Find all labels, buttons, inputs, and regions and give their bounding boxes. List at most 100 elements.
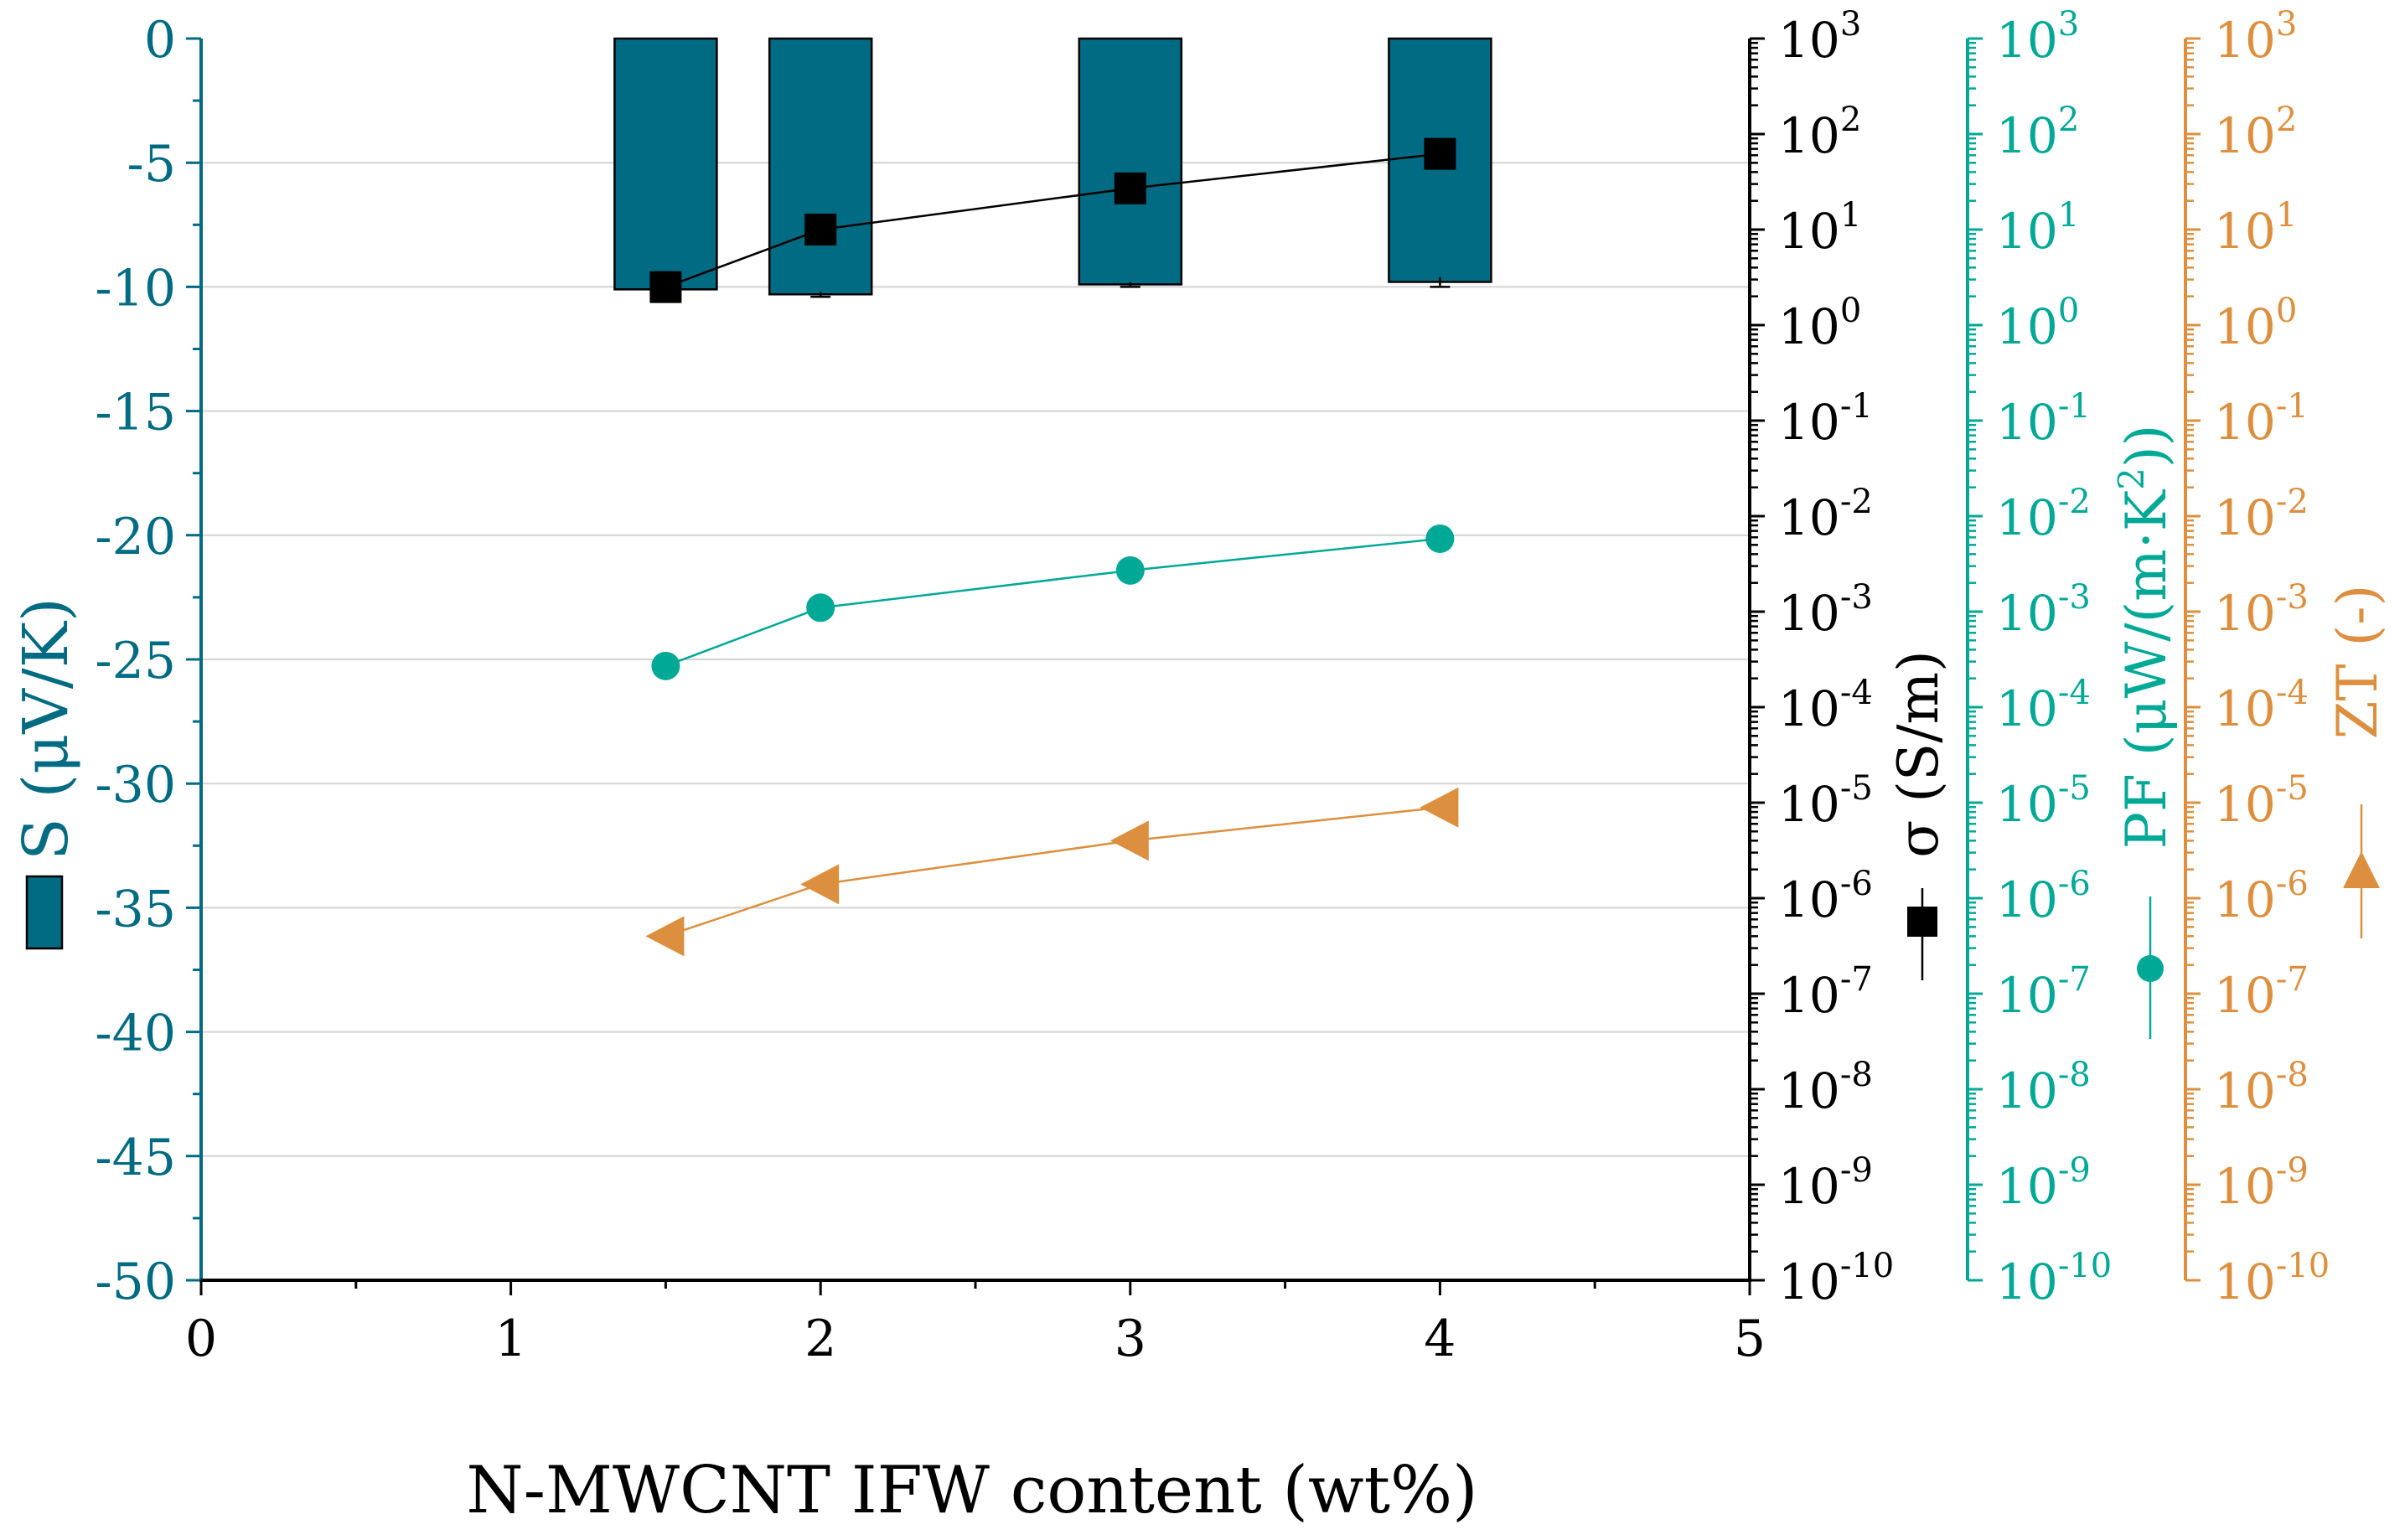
- log-tick-label-pf: 10-8: [1996, 1056, 2091, 1119]
- log-tick-base: 10: [2214, 1062, 2276, 1119]
- log-tick-exponent: -1: [2058, 387, 2091, 426]
- log-tick-label-pf: 103: [1996, 5, 2079, 69]
- log-tick-exponent: 0: [2276, 292, 2297, 330]
- log-tick-label-pf: 101: [1996, 196, 2079, 260]
- log-tick-base: 10: [1778, 107, 1840, 164]
- log-tick-exponent: -6: [1840, 865, 1873, 903]
- log-tick-label-sigma: 10-1: [1778, 387, 1873, 451]
- log-tick-exponent: -3: [1840, 578, 1873, 617]
- x-tick-label: 2: [804, 1310, 836, 1368]
- x-tick-label: 4: [1424, 1310, 1456, 1368]
- y-tick-label-s: -50: [95, 1253, 176, 1311]
- y-axis-s: 0 -5 -10 -15 -20 -25 -30 -35 -40 -45 -50: [95, 11, 201, 1311]
- gridlines: [201, 162, 1750, 1157]
- log-tick-base: 10: [1996, 489, 2058, 546]
- log-tick-exponent: 3: [2058, 5, 2079, 44]
- log-tick-label-pf: 10-10: [1996, 1247, 2112, 1310]
- log-tick-label-zt: 10-8: [2214, 1056, 2309, 1119]
- log-tick-exponent: -2: [1840, 483, 1873, 521]
- y-tick-label-s: -45: [95, 1129, 176, 1187]
- log-tick-exponent: 3: [1840, 5, 1861, 44]
- log-tick-label-sigma: 100: [1778, 292, 1861, 355]
- log-tick-exponent: -8: [2058, 1056, 2091, 1094]
- log-tick-exponent: 0: [2058, 292, 2079, 330]
- log-tick-base: 10: [2214, 298, 2276, 355]
- log-tick-label-zt: 101: [2214, 196, 2297, 260]
- log-tick-base: 10: [1996, 203, 2058, 260]
- log-axes: 10310210110010-110-210-310-410-510-610-7…: [1750, 5, 2330, 1310]
- log-tick-exponent: -10: [1840, 1247, 1894, 1285]
- log-tick-base: 10: [1778, 1158, 1840, 1215]
- y-tick-label-s: -35: [95, 880, 176, 938]
- log-tick-exponent: -6: [2058, 865, 2091, 903]
- log-tick-label-sigma: 10-8: [1778, 1056, 1873, 1119]
- log-tick-exponent: -8: [2276, 1056, 2309, 1094]
- log-tick-base: 10: [1996, 12, 2058, 69]
- log-tick-exponent: -10: [2058, 1247, 2112, 1285]
- log-tick-label-pf: 10-6: [1996, 865, 2091, 928]
- log-tick-label-sigma: 101: [1778, 196, 1861, 260]
- log-tick-base: 10: [1996, 107, 2058, 164]
- log-tick-base: 10: [1996, 1253, 2058, 1310]
- log-tick-exponent: -6: [2276, 865, 2309, 903]
- log-tick-exponent: -4: [2276, 674, 2309, 712]
- legend-swatch-s: [25, 875, 64, 950]
- log-tick-label-sigma: 10-3: [1778, 578, 1873, 642]
- x-tick-label: 1: [495, 1310, 527, 1368]
- log-tick-exponent: -3: [2058, 578, 2091, 617]
- log-tick-exponent: -5: [2058, 769, 2091, 808]
- log-tick-base: 10: [2214, 203, 2276, 260]
- log-tick-exponent: 1: [2276, 196, 2297, 235]
- legend-marker-pf: [2137, 955, 2164, 982]
- log-tick-base: 10: [1778, 394, 1840, 451]
- log-tick-base: 10: [2214, 967, 2276, 1024]
- marker-zt: [800, 864, 840, 905]
- log-tick-base: 10: [2214, 489, 2276, 546]
- legend-marker-sigma: [1907, 907, 1937, 937]
- log-tick-exponent: -3: [2276, 578, 2309, 617]
- log-tick-exponent: 2: [1840, 101, 1861, 139]
- marker-pf: [806, 593, 835, 623]
- log-tick-exponent: 2: [2276, 101, 2297, 139]
- log-tick-base: 10: [1996, 1062, 2058, 1119]
- log-tick-label-sigma: 103: [1778, 5, 1861, 69]
- log-tick-label-sigma: 10-5: [1778, 769, 1873, 833]
- log-tick-exponent: 1: [2058, 196, 2079, 235]
- series-line-pf: [665, 537, 1440, 667]
- log-tick-label-zt: 10-4: [2214, 674, 2309, 737]
- log-tick-base: 10: [2214, 1158, 2276, 1215]
- log-tick-label-zt: 10-10: [2214, 1247, 2330, 1310]
- log-tick-base: 10: [1778, 776, 1840, 833]
- log-tick-exponent: -7: [1840, 960, 1873, 999]
- log-tick-exponent: -9: [1840, 1151, 1873, 1190]
- y-tick-label-s: -10: [95, 259, 176, 318]
- log-tick-base: 10: [2214, 776, 2276, 833]
- marker-zt: [1109, 820, 1149, 861]
- log-tick-label-sigma: 10-6: [1778, 865, 1873, 928]
- log-tick-base: 10: [1996, 776, 2058, 833]
- log-tick-label-zt: 100: [2214, 292, 2297, 355]
- legend-marker-zt: [2343, 851, 2380, 888]
- y-axis-title-s: S (μV/K): [10, 597, 82, 860]
- log-tick-base: 10: [1996, 394, 2058, 451]
- y-tick-label-s: -40: [95, 1005, 176, 1063]
- bar-s: [613, 37, 718, 291]
- log-tick-base: 10: [2214, 585, 2276, 642]
- marker-sigma: [1424, 137, 1456, 170]
- log-tick-label-zt: 103: [2214, 5, 2297, 69]
- log-tick-label-pf: 10-3: [1996, 578, 2091, 642]
- log-tick-label-zt: 10-2: [2214, 483, 2309, 546]
- marker-sigma: [1114, 172, 1146, 204]
- log-tick-base: 10: [1778, 489, 1840, 546]
- log-tick-base: 10: [1996, 298, 2058, 355]
- x-tick-label: 5: [1734, 1310, 1766, 1368]
- log-tick-label-zt: 10-7: [2214, 960, 2309, 1024]
- log-tick-base: 10: [2214, 394, 2276, 451]
- y-tick-label-s: -20: [95, 508, 176, 566]
- log-tick-base: 10: [1778, 203, 1840, 260]
- log-tick-base: 10: [1778, 298, 1840, 355]
- log-tick-base: 10: [1996, 1158, 2058, 1215]
- bar-s: [1078, 37, 1183, 286]
